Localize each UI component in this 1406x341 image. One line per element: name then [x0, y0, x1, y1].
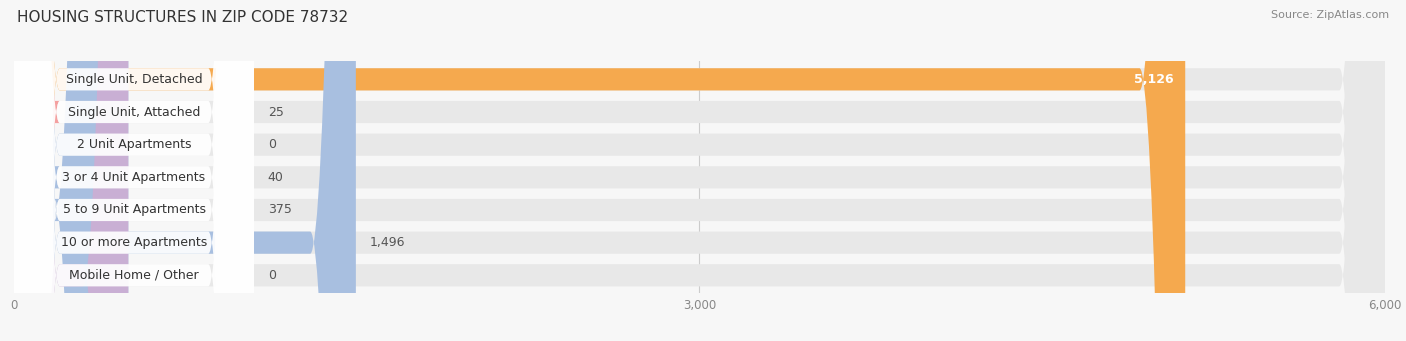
FancyBboxPatch shape [14, 0, 1385, 341]
FancyBboxPatch shape [0, 0, 59, 341]
FancyBboxPatch shape [14, 0, 254, 341]
Text: 3 or 4 Unit Apartments: 3 or 4 Unit Apartments [62, 171, 205, 184]
FancyBboxPatch shape [14, 0, 1385, 341]
FancyBboxPatch shape [14, 0, 254, 341]
Text: 40: 40 [267, 171, 284, 184]
Text: HOUSING STRUCTURES IN ZIP CODE 78732: HOUSING STRUCTURES IN ZIP CODE 78732 [17, 10, 349, 25]
FancyBboxPatch shape [14, 0, 356, 341]
FancyBboxPatch shape [14, 0, 1385, 341]
FancyBboxPatch shape [14, 0, 254, 341]
Text: 5 to 9 Unit Apartments: 5 to 9 Unit Apartments [62, 204, 205, 217]
Text: 375: 375 [267, 204, 291, 217]
Text: Mobile Home / Other: Mobile Home / Other [69, 269, 198, 282]
FancyBboxPatch shape [14, 0, 1385, 341]
FancyBboxPatch shape [0, 0, 59, 341]
FancyBboxPatch shape [14, 0, 1385, 341]
Text: 1,496: 1,496 [370, 236, 405, 249]
Text: 0: 0 [267, 269, 276, 282]
FancyBboxPatch shape [14, 0, 254, 341]
FancyBboxPatch shape [14, 0, 254, 341]
Text: Single Unit, Detached: Single Unit, Detached [66, 73, 202, 86]
Text: Source: ZipAtlas.com: Source: ZipAtlas.com [1271, 10, 1389, 20]
Text: 25: 25 [267, 105, 284, 119]
FancyBboxPatch shape [14, 0, 254, 341]
FancyBboxPatch shape [14, 0, 254, 341]
FancyBboxPatch shape [14, 0, 1385, 341]
FancyBboxPatch shape [14, 0, 128, 341]
FancyBboxPatch shape [14, 0, 1385, 341]
Text: 10 or more Apartments: 10 or more Apartments [60, 236, 207, 249]
Text: Single Unit, Attached: Single Unit, Attached [67, 105, 200, 119]
FancyBboxPatch shape [14, 0, 1185, 341]
Text: 0: 0 [267, 138, 276, 151]
FancyBboxPatch shape [14, 0, 100, 341]
Text: 2 Unit Apartments: 2 Unit Apartments [77, 138, 191, 151]
FancyBboxPatch shape [14, 0, 128, 341]
Text: 5,126: 5,126 [1135, 73, 1174, 86]
